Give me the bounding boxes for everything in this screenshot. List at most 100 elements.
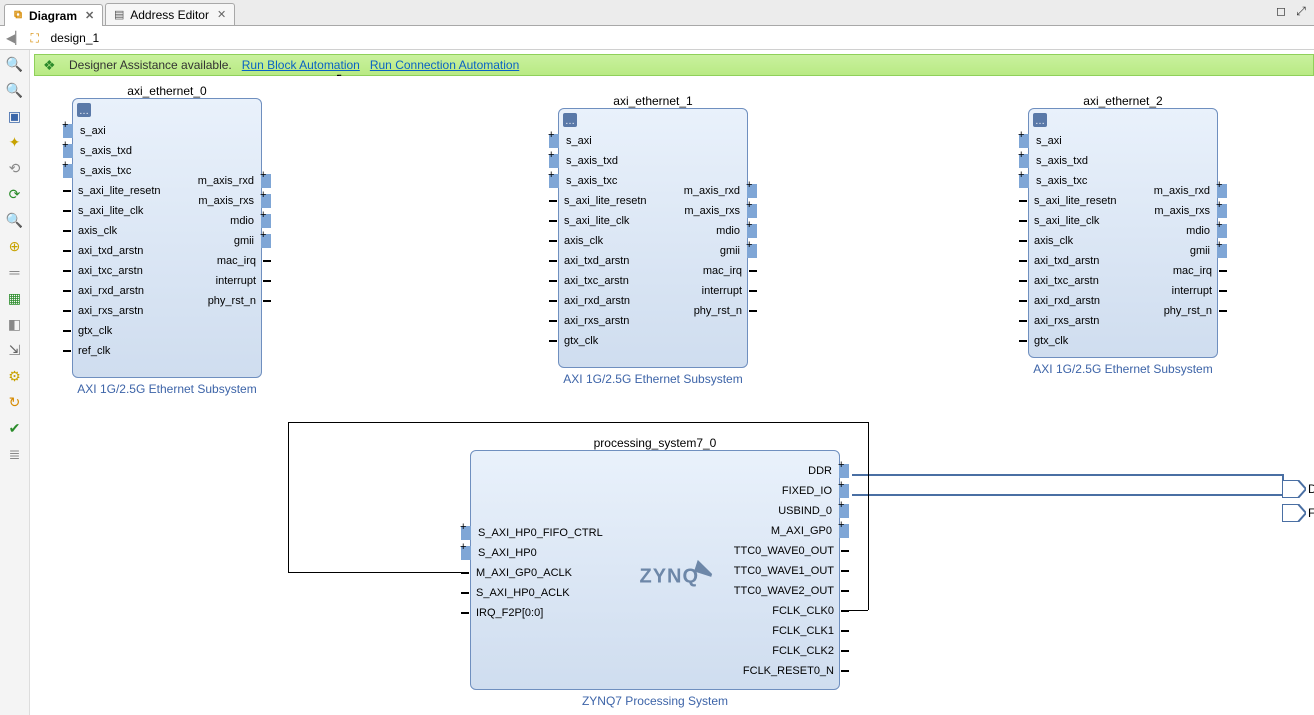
close-icon[interactable]: ✕ xyxy=(85,9,94,22)
popout-icon[interactable]: ⤢ xyxy=(1294,4,1308,18)
port-S_AXI_HP0_ACLK[interactable]: S_AXI_HP0_ACLK xyxy=(471,583,607,603)
port-interrupt[interactable]: interrupt xyxy=(680,281,747,301)
zoom-area-icon[interactable]: ✦ xyxy=(5,132,25,152)
port-s_axis_txd[interactable]: s_axis_txd xyxy=(1029,151,1121,171)
anchor-icon[interactable]: ⇲ xyxy=(5,340,25,360)
port-gmii[interactable]: gmii xyxy=(680,241,747,261)
port-gtx_clk[interactable]: gtx_clk xyxy=(559,331,651,351)
ip-block-axi_ethernet_0[interactable]: axi_ethernet_0…s_axis_axis_txds_axis_txc… xyxy=(72,84,262,396)
port-phy_rst_n[interactable]: phy_rst_n xyxy=(1150,301,1217,321)
ip-block-body[interactable]: …s_axis_axis_txds_axis_txcs_axi_lite_res… xyxy=(72,98,262,378)
zoom-out-icon[interactable]: 🔍 xyxy=(5,80,25,100)
port-axi_rxd_arstn[interactable]: axi_rxd_arstn xyxy=(73,281,165,301)
port-mac_irq[interactable]: mac_irq xyxy=(1150,261,1217,281)
redo-icon[interactable]: ⟳ xyxy=(5,184,25,204)
minimize-icon[interactable]: ◻ xyxy=(1274,4,1288,18)
design-name[interactable]: design_1 xyxy=(50,31,99,45)
port-axi_txc_arstn[interactable]: axi_txc_arstn xyxy=(73,261,165,281)
port-s_axis_txc[interactable]: s_axis_txc xyxy=(73,161,165,181)
port-FCLK_CLK1[interactable]: FCLK_CLK1 xyxy=(730,621,839,641)
port-m_axis_rxs[interactable]: m_axis_rxs xyxy=(194,191,261,211)
port-DDR[interactable]: DDR xyxy=(730,461,839,481)
port-mdio[interactable]: mdio xyxy=(194,211,261,231)
port-IRQ_F2P00[interactable]: IRQ_F2P[0:0] xyxy=(471,603,607,623)
port-m_axis_rxs[interactable]: m_axis_rxs xyxy=(680,201,747,221)
port-gtx_clk[interactable]: gtx_clk xyxy=(73,321,165,341)
port-phy_rst_n[interactable]: phy_rst_n xyxy=(680,301,747,321)
back-icon[interactable]: ◀▏ xyxy=(6,31,24,45)
collapse-icon[interactable]: … xyxy=(563,113,577,127)
port-s_axi_lite_clk[interactable]: s_axi_lite_clk xyxy=(1029,211,1121,231)
port-phy_rst_n[interactable]: phy_rst_n xyxy=(194,291,261,311)
port-FIXED_IO[interactable]: FIXED_IO xyxy=(730,481,839,501)
port-S_AXI_HP0[interactable]: S_AXI_HP0 xyxy=(471,543,607,563)
port-s_axis_txd[interactable]: s_axis_txd xyxy=(73,141,165,161)
ip-block-axi_ethernet_1[interactable]: axi_ethernet_1…s_axis_axis_txds_axis_txc… xyxy=(558,94,748,386)
port-s_axi_lite_clk[interactable]: s_axi_lite_clk xyxy=(73,201,165,221)
port-TTC0_WAVE0_OUT[interactable]: TTC0_WAVE0_OUT xyxy=(730,541,839,561)
run-block-automation-link[interactable]: Run Block Automation xyxy=(242,58,360,72)
refresh-icon[interactable]: ↻ xyxy=(5,392,25,412)
external-port-ddr[interactable] xyxy=(1282,480,1306,498)
port-axi_txc_arstn[interactable]: axi_txc_arstn xyxy=(559,271,651,291)
port-FCLK_CLK0[interactable]: FCLK_CLK0 xyxy=(730,601,839,621)
zoom-in-icon[interactable]: 🔍 xyxy=(5,54,25,74)
port-axi_rxd_arstn[interactable]: axi_rxd_arstn xyxy=(559,291,651,311)
port-axi_txd_arstn[interactable]: axi_txd_arstn xyxy=(73,241,165,261)
port-interrupt[interactable]: interrupt xyxy=(1150,281,1217,301)
port-s_axis_txc[interactable]: s_axis_txc xyxy=(1029,171,1121,191)
port-mac_irq[interactable]: mac_irq xyxy=(680,261,747,281)
port-axis_clk[interactable]: axis_clk xyxy=(73,221,165,241)
close-icon[interactable]: ✕ xyxy=(217,8,226,21)
tab-address-editor[interactable]: ▤ Address Editor ✕ xyxy=(105,3,235,25)
port-mdio[interactable]: mdio xyxy=(1150,221,1217,241)
port-axi_txc_arstn[interactable]: axi_txc_arstn xyxy=(1029,271,1121,291)
port-m_axis_rxd[interactable]: m_axis_rxd xyxy=(194,171,261,191)
undo-icon[interactable]: ⟲ xyxy=(5,158,25,178)
port-interrupt[interactable]: interrupt xyxy=(194,271,261,291)
port-s_axi_lite_clk[interactable]: s_axi_lite_clk xyxy=(559,211,651,231)
port-s_axi_lite_resetn[interactable]: s_axi_lite_resetn xyxy=(1029,191,1121,211)
search-icon[interactable]: 🔍 xyxy=(5,210,25,230)
port-FCLK_CLK2[interactable]: FCLK_CLK2 xyxy=(730,641,839,661)
port-s_axi_lite_resetn[interactable]: s_axi_lite_resetn xyxy=(559,191,651,211)
port-axis_clk[interactable]: axis_clk xyxy=(559,231,651,251)
port-gmii[interactable]: gmii xyxy=(1150,241,1217,261)
port-m_axis_rxs[interactable]: m_axis_rxs xyxy=(1150,201,1217,221)
validate-icon[interactable]: ✔ xyxy=(5,418,25,438)
port-m_axis_rxd[interactable]: m_axis_rxd xyxy=(1150,181,1217,201)
port-axi_txd_arstn[interactable]: axi_txd_arstn xyxy=(559,251,651,271)
external-port-fixed-io[interactable] xyxy=(1282,504,1306,522)
ip-block-body[interactable]: S_AXI_HP0_FIFO_CTRLS_AXI_HP0M_AXI_GP0_AC… xyxy=(470,450,840,690)
port-mdio[interactable]: mdio xyxy=(680,221,747,241)
port-axi_rxd_arstn[interactable]: axi_rxd_arstn xyxy=(1029,291,1121,311)
port-gmii[interactable]: gmii xyxy=(194,231,261,251)
zoom-fit-icon[interactable]: ▣ xyxy=(5,106,25,126)
tree-icon[interactable]: ≣ xyxy=(5,444,25,464)
port-s_axi[interactable]: s_axi xyxy=(73,121,165,141)
route-icon[interactable]: ⚙ xyxy=(5,366,25,386)
ip-block-body[interactable]: … s_axis_axis_txds_axis_txcs_axi_lite_res… xyxy=(558,108,748,368)
collapse-icon[interactable]: … xyxy=(1033,113,1047,127)
port-M_AXI_GP0[interactable]: M_AXI_GP0 xyxy=(730,521,839,541)
run-connection-automation-link[interactable]: Run Connection Automation xyxy=(370,58,519,72)
port-ref_clk[interactable]: ref_clk xyxy=(73,341,165,361)
port-s_axi[interactable]: s_axi xyxy=(1029,131,1121,151)
port-axi_rxs_arstn[interactable]: axi_rxs_arstn xyxy=(1029,311,1121,331)
port-s_axi[interactable]: s_axi xyxy=(559,131,651,151)
port-USBIND_0[interactable]: USBIND_0 xyxy=(730,501,839,521)
port-axi_rxs_arstn[interactable]: axi_rxs_arstn xyxy=(559,311,651,331)
port-s_axis_txc[interactable]: s_axis_txc xyxy=(559,171,651,191)
port-S_AXI_HP0_FIFO_CTRL[interactable]: S_AXI_HP0_FIFO_CTRL xyxy=(471,523,607,543)
port-s_axis_txd[interactable]: s_axis_txd xyxy=(559,151,651,171)
settings-icon[interactable]: ═ xyxy=(5,262,25,282)
ip-block-body[interactable]: … s_axis_axis_txds_axis_txcs_axi_lite_res… xyxy=(1028,108,1218,358)
layers-icon[interactable]: ▦ xyxy=(5,288,25,308)
tab-diagram[interactable]: ⧉ Diagram ✕ xyxy=(4,4,103,26)
port-M_AXI_GP0_ACLK[interactable]: M_AXI_GP0_ACLK xyxy=(471,563,607,583)
block-design-canvas[interactable]: DI FI axi_ethernet_0…s_axis_axis_txds_ax… xyxy=(30,76,1314,715)
ip-block-ps7[interactable]: processing_system7_0S_AXI_HP0_FIFO_CTRLS… xyxy=(470,436,840,708)
port-FCLK_RESET0_N[interactable]: FCLK_RESET0_N xyxy=(730,661,839,681)
port-mac_irq[interactable]: mac_irq xyxy=(194,251,261,271)
port-gtx_clk[interactable]: gtx_clk xyxy=(1029,331,1121,351)
